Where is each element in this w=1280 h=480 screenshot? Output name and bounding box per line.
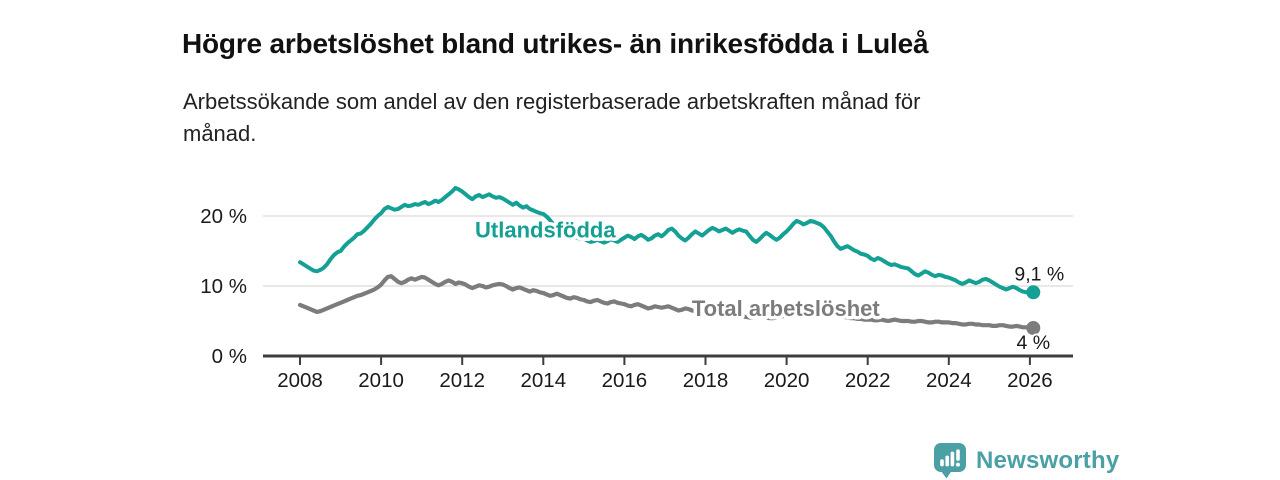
end-value-label: 9,1 % xyxy=(1014,263,1064,285)
x-axis-tick-label: 2024 xyxy=(926,369,972,392)
subtitle-line-2: månad. xyxy=(183,121,257,146)
y-axis-tick-label: 20 % xyxy=(200,205,247,228)
x-axis-tick-label: 2020 xyxy=(764,369,810,392)
end-value-label: 4 % xyxy=(1016,332,1050,354)
subtitle-line-1: Arbetssökande som andel av den registerb… xyxy=(183,89,921,114)
newsworthy-logo: Newsworthy xyxy=(933,442,1119,479)
x-axis-tick-label: 2018 xyxy=(683,369,729,392)
series-end-dot xyxy=(1026,285,1041,300)
newsworthy-bubble-bars-icon xyxy=(934,443,966,479)
x-axis-tick-label: 2008 xyxy=(277,369,323,392)
y-axis-tick-label: 0 % xyxy=(212,345,247,368)
x-axis-tick-label: 2016 xyxy=(602,369,648,392)
series-line-total-arbetsl-shet xyxy=(297,274,1036,331)
x-axis-tick-label: 2012 xyxy=(439,369,485,392)
x-axis-tick-label: 2022 xyxy=(845,369,891,392)
x-axis-tick-label: 2014 xyxy=(520,369,566,392)
chart-subtitle: Arbetssökande som andel av den registerb… xyxy=(183,86,1103,150)
series-label: Total arbetslöshet xyxy=(692,296,881,321)
series-label: Utlandsfödda xyxy=(475,218,616,243)
page-title: Högre arbetslöshet bland utrikes- än inr… xyxy=(182,27,929,59)
series-line-utlandsf-dda xyxy=(298,186,1036,295)
series-end-dot xyxy=(1026,321,1041,335)
newsworthy-logo-text: Newsworthy xyxy=(976,446,1120,474)
y-axis-tick-label: 10 % xyxy=(200,275,247,298)
x-axis-tick-label: 2010 xyxy=(358,369,404,392)
x-axis-tick-label: 2026 xyxy=(1007,369,1053,392)
